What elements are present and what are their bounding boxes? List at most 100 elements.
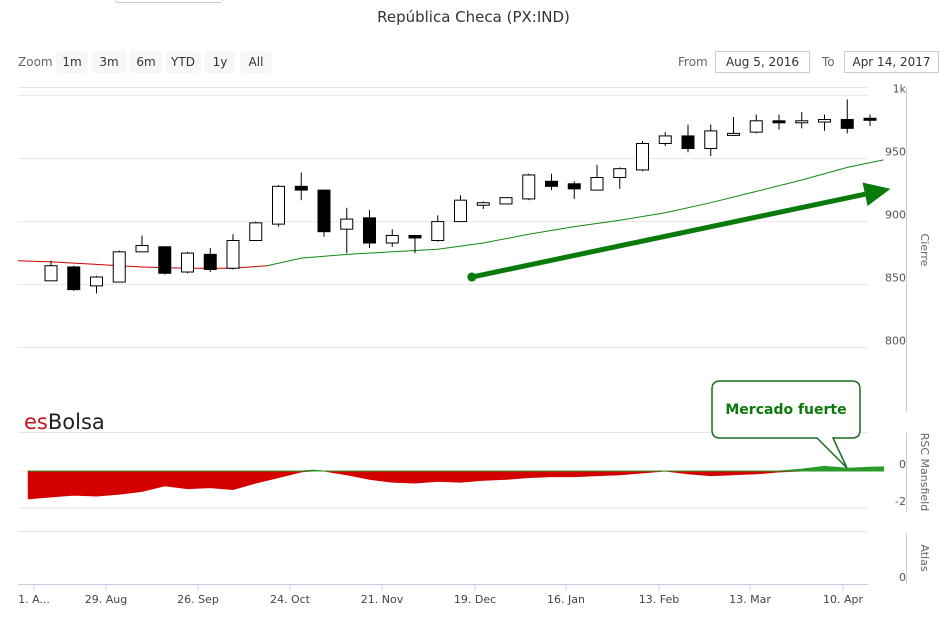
candle-body	[795, 120, 809, 124]
candle-body	[408, 234, 422, 239]
candle	[727, 117, 740, 136]
candle-body	[317, 189, 331, 233]
candle	[795, 111, 809, 129]
candle-body	[272, 185, 285, 225]
x-tick-label: 13. Mar	[729, 593, 771, 606]
zoom-ytd-button[interactable]: YTD	[165, 51, 201, 73]
candle	[840, 99, 854, 134]
candle-body	[727, 132, 740, 136]
candle	[158, 246, 172, 275]
candle	[385, 229, 399, 247]
candle-body	[363, 217, 376, 244]
candle-body	[863, 117, 877, 121]
price-tick-label: 950	[885, 146, 906, 159]
candle	[249, 221, 263, 241]
candle-body	[590, 177, 604, 191]
candle-body	[613, 168, 627, 178]
candle	[818, 114, 831, 131]
top-scroll-tab	[115, 0, 223, 3]
trend-arrow-start-dot	[467, 272, 477, 282]
strong-market-callout: Mercado fuerte	[711, 380, 861, 469]
candle-body	[67, 266, 81, 291]
candle	[408, 234, 422, 254]
candle-body	[704, 130, 718, 150]
candle-body	[681, 135, 695, 150]
to-label: To	[822, 55, 835, 69]
candle	[522, 173, 536, 201]
price-tick-label: 1k	[893, 83, 907, 96]
x-tick-label: 21. Nov	[361, 593, 404, 606]
candle-body	[385, 234, 399, 244]
candle-body	[135, 245, 149, 253]
candle	[613, 167, 627, 189]
candle-body	[636, 142, 649, 171]
to-date-input[interactable]: Apr 14, 2017	[844, 51, 939, 73]
zoom-6m-button[interactable]: 6m	[130, 51, 162, 73]
price-tick-label: 850	[885, 272, 906, 285]
moving-average-green-line	[266, 159, 884, 267]
x-tick-label: 1. A...	[18, 593, 50, 606]
rs-positive-area	[28, 465, 885, 472]
zoom-all-button[interactable]: All	[240, 51, 272, 73]
candle-body	[181, 252, 194, 273]
x-tick-label: 13. Feb	[639, 593, 679, 606]
candle-body	[454, 199, 467, 223]
candle-body	[158, 246, 172, 274]
candle-body	[818, 119, 831, 123]
candle	[181, 251, 194, 274]
candle	[272, 185, 285, 227]
candle	[363, 210, 376, 249]
candle-body	[658, 135, 672, 144]
rs-tick-label: -2	[895, 495, 906, 508]
from-date-input[interactable]: Aug 5, 2016	[715, 51, 810, 73]
candle-body	[499, 197, 513, 205]
candle	[203, 248, 217, 272]
candle	[499, 197, 513, 205]
candle	[112, 250, 126, 283]
price-axis-title: Cierre	[918, 234, 931, 267]
brand-name: Bolsa	[47, 410, 105, 434]
candle-body	[567, 183, 581, 190]
x-tick-label: 29. Aug	[85, 593, 127, 606]
candle-body	[249, 222, 263, 241]
candle	[545, 173, 558, 191]
atlas-axis-title: Atlas	[918, 544, 931, 571]
x-tick-label: 24. Oct	[270, 593, 311, 606]
candle-body	[749, 120, 763, 133]
x-tick-label: 10. Apr	[823, 593, 863, 606]
candle	[317, 189, 331, 237]
candle-body	[340, 218, 354, 230]
candle	[340, 207, 354, 254]
candle	[294, 172, 308, 201]
candle	[636, 140, 649, 172]
candle-body	[203, 253, 217, 270]
candle	[67, 265, 81, 291]
candle	[476, 201, 490, 209]
candle	[658, 132, 672, 146]
candle-body	[772, 120, 786, 124]
zoom-label: Zoom	[18, 55, 53, 69]
zoom-3m-button[interactable]: 3m	[92, 51, 126, 73]
brand-prefix: es	[24, 410, 48, 434]
candle	[431, 215, 445, 242]
candle-body	[112, 251, 126, 283]
price-tick-label: 800	[885, 335, 906, 348]
trend-arrow-head	[862, 182, 891, 206]
candle-body	[840, 119, 854, 129]
rs-negative-area	[27, 470, 884, 500]
candle	[90, 275, 103, 294]
callout-bubble	[711, 380, 861, 469]
candle	[226, 234, 240, 270]
trend-arrow-shaft	[471, 191, 866, 280]
zoom-1y-button[interactable]: 1y	[205, 51, 235, 73]
x-tick-label: 19. Dec	[454, 593, 496, 606]
candle-body	[44, 265, 58, 282]
candle	[681, 124, 695, 153]
zoom-1m-button[interactable]: 1m	[56, 51, 88, 73]
candle	[567, 181, 581, 199]
candle	[44, 260, 58, 282]
candle	[590, 164, 604, 191]
chart-title: República Checa (PX:IND)	[377, 8, 570, 26]
candle-body	[522, 174, 536, 200]
